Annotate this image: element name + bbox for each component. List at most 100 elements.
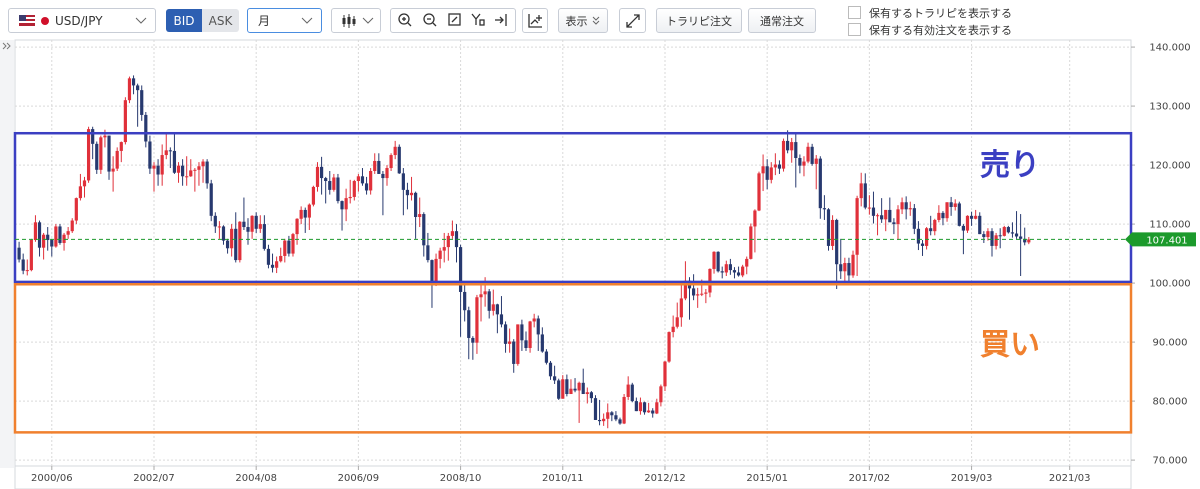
y-tick-label: 70.000	[1153, 456, 1188, 467]
candle-body	[176, 165, 181, 173]
period-text: 月	[258, 14, 271, 28]
chevron	[362, 17, 374, 24]
candle-body	[62, 234, 66, 243]
candle-body	[131, 78, 136, 86]
candle-body	[822, 208, 827, 210]
candle-body	[925, 228, 929, 246]
candle-body	[839, 264, 843, 272]
traripi-order-button[interactable]: トラリピ注文	[656, 8, 742, 33]
candle-body	[189, 170, 193, 177]
candle-body	[205, 161, 209, 184]
candle-body	[900, 202, 904, 210]
candle-body	[953, 203, 957, 207]
candle-icon	[342, 13, 356, 28]
candle-body	[696, 294, 700, 296]
candle-body	[826, 209, 831, 246]
candle-body	[786, 140, 790, 151]
checkbox[interactable]	[848, 6, 861, 19]
bid-button[interactable]: BID	[166, 9, 202, 32]
candle-body	[1027, 239, 1031, 243]
candle-body	[994, 235, 998, 246]
candle-body	[414, 192, 418, 218]
y-tick-label: 120.000	[1149, 161, 1190, 172]
candle-body	[217, 226, 221, 228]
candle-body	[671, 326, 675, 333]
candle-body	[851, 254, 855, 276]
x-axis-strip	[14, 465, 1132, 489]
candle-body	[328, 181, 332, 190]
candle-body	[577, 382, 581, 391]
y-tick-label: 80.000	[1153, 397, 1188, 408]
candle-body	[647, 410, 651, 413]
expand-button[interactable]	[619, 8, 646, 33]
normal-order-button[interactable]: 通常注文	[748, 8, 816, 33]
candle-body	[557, 380, 561, 399]
candle-body	[115, 150, 119, 169]
candle-body	[569, 388, 573, 395]
candle-body	[103, 135, 107, 138]
check-row[interactable]: 保有するトラリピを表示する	[848, 5, 1012, 20]
symbol-select[interactable]: USD/JPY	[8, 8, 156, 33]
candle-body	[42, 234, 46, 248]
candle-body	[352, 181, 356, 197]
candle-body	[810, 146, 814, 164]
candle-body	[140, 90, 144, 115]
period-select[interactable]: 月	[247, 8, 322, 33]
candle-body	[119, 142, 123, 151]
candle-body	[745, 258, 749, 267]
check-row[interactable]: 保有する有効注文を表示する	[848, 22, 1012, 37]
jp-dot	[41, 16, 49, 25]
candle-body	[479, 294, 483, 298]
candle-body	[336, 177, 340, 202]
add-indicator[interactable]	[522, 8, 548, 33]
candle-body	[58, 226, 62, 243]
candle-body	[356, 176, 360, 182]
symbol-text: USD/JPY	[55, 13, 103, 28]
candle-body	[1023, 238, 1027, 243]
x-tick-label: 2015/01	[746, 473, 788, 484]
candle-body	[516, 324, 520, 364]
x-tick-label: 2021/03	[1049, 473, 1091, 484]
candle-body	[712, 251, 716, 269]
candle-body	[593, 398, 598, 420]
candle-body	[181, 165, 185, 177]
candle-body	[622, 396, 626, 424]
x-tick-label: 2019/03	[951, 473, 993, 484]
candle-body	[602, 418, 606, 422]
zone-label: 売り	[980, 148, 1040, 183]
candle-body	[700, 293, 704, 295]
x-tick-label: 2010/11	[542, 473, 584, 484]
candle-body	[1002, 227, 1006, 236]
candle-body	[234, 228, 238, 261]
ask-button[interactable]: ASK	[202, 9, 239, 32]
check-label: 保有するトラリピを表示する	[869, 6, 1012, 20]
candle-body	[385, 168, 389, 179]
candle-body	[1010, 232, 1015, 234]
candle-body	[749, 226, 753, 259]
candle-body	[319, 166, 324, 179]
candle-body	[802, 161, 806, 166]
candle-body	[867, 207, 871, 209]
y-tick-label: 90.000	[1153, 338, 1188, 349]
candle-body	[908, 208, 912, 210]
checkbox[interactable]	[848, 23, 861, 36]
candle-body	[442, 247, 446, 251]
chart-type-select[interactable]	[331, 8, 381, 33]
tool-icons	[398, 13, 507, 27]
candle-body	[503, 324, 508, 344]
candle-body	[732, 270, 737, 273]
candle-body	[957, 203, 961, 226]
side-toggle[interactable]	[2, 42, 11, 50]
candle-body	[773, 164, 777, 168]
candle-body	[978, 215, 982, 235]
candle-body	[614, 415, 618, 420]
candle-body	[871, 207, 876, 216]
candle-body	[422, 214, 426, 246]
candle-body	[912, 208, 916, 229]
candle-body	[487, 291, 491, 311]
candle-body	[491, 304, 495, 311]
display-button[interactable]: 表示	[558, 8, 608, 33]
candle-body	[86, 129, 91, 181]
candle-body	[303, 209, 307, 218]
candle-body	[585, 392, 589, 395]
